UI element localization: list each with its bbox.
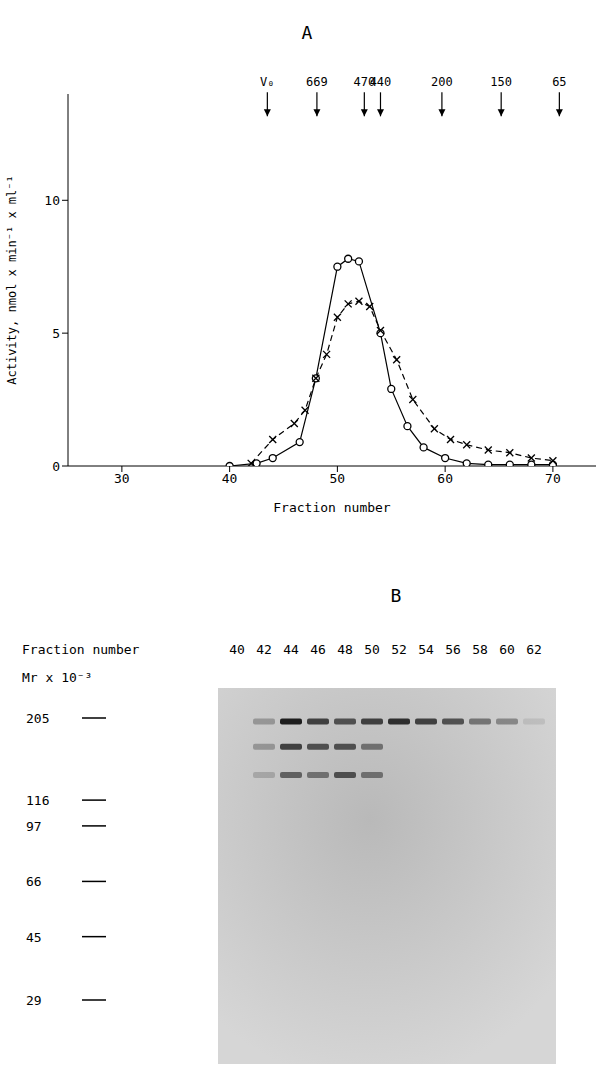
svg-text:65: 65	[552, 75, 566, 89]
svg-text:150: 150	[490, 75, 512, 89]
svg-text:Activity, nmol x min⁻¹ x ml⁻¹: Activity, nmol x min⁻¹ x ml⁻¹	[5, 175, 19, 385]
svg-text:440: 440	[370, 75, 392, 89]
svg-text:60: 60	[437, 471, 453, 486]
svg-text:205: 205	[26, 711, 49, 726]
svg-text:470: 470	[353, 75, 376, 90]
svg-text:Fraction number: Fraction number	[22, 642, 140, 657]
svg-text:58: 58	[472, 642, 488, 657]
svg-text:45: 45	[26, 930, 42, 945]
svg-text:29: 29	[26, 993, 42, 1008]
svg-text:Fraction number: Fraction number	[273, 500, 391, 515]
svg-text:66: 66	[26, 874, 42, 889]
html-text:A: A	[301, 22, 313, 43]
svg-text:62: 62	[526, 642, 542, 657]
svg-text:52: 52	[391, 642, 407, 657]
svg-text:44: 44	[283, 642, 299, 657]
svg-text:42: 42	[256, 642, 272, 657]
svg-text:B: B	[391, 585, 402, 606]
svg-text:70: 70	[545, 471, 561, 486]
svg-text:200: 200	[431, 75, 453, 89]
svg-text:Mr x 10⁻³: Mr x 10⁻³	[22, 670, 92, 685]
svg-text:V₀: V₀	[260, 75, 274, 89]
svg-text:54: 54	[418, 642, 434, 657]
svg-text:60: 60	[499, 642, 515, 657]
svg-text:669: 669	[306, 75, 328, 89]
svg-text:46: 46	[310, 642, 326, 657]
svg-text:0: 0	[52, 459, 60, 474]
svg-text:50: 50	[330, 471, 346, 486]
svg-text:40: 40	[229, 642, 245, 657]
svg-text:56: 56	[445, 642, 461, 657]
svg-text:116: 116	[26, 793, 49, 808]
svg-text:97: 97	[26, 819, 42, 834]
svg-text:50: 50	[364, 642, 380, 657]
svg-text:30: 30	[114, 471, 130, 486]
svg-text:10: 10	[44, 193, 60, 208]
svg-text:48: 48	[337, 642, 353, 657]
svg-text:5: 5	[52, 326, 60, 341]
svg-text:40: 40	[222, 471, 238, 486]
